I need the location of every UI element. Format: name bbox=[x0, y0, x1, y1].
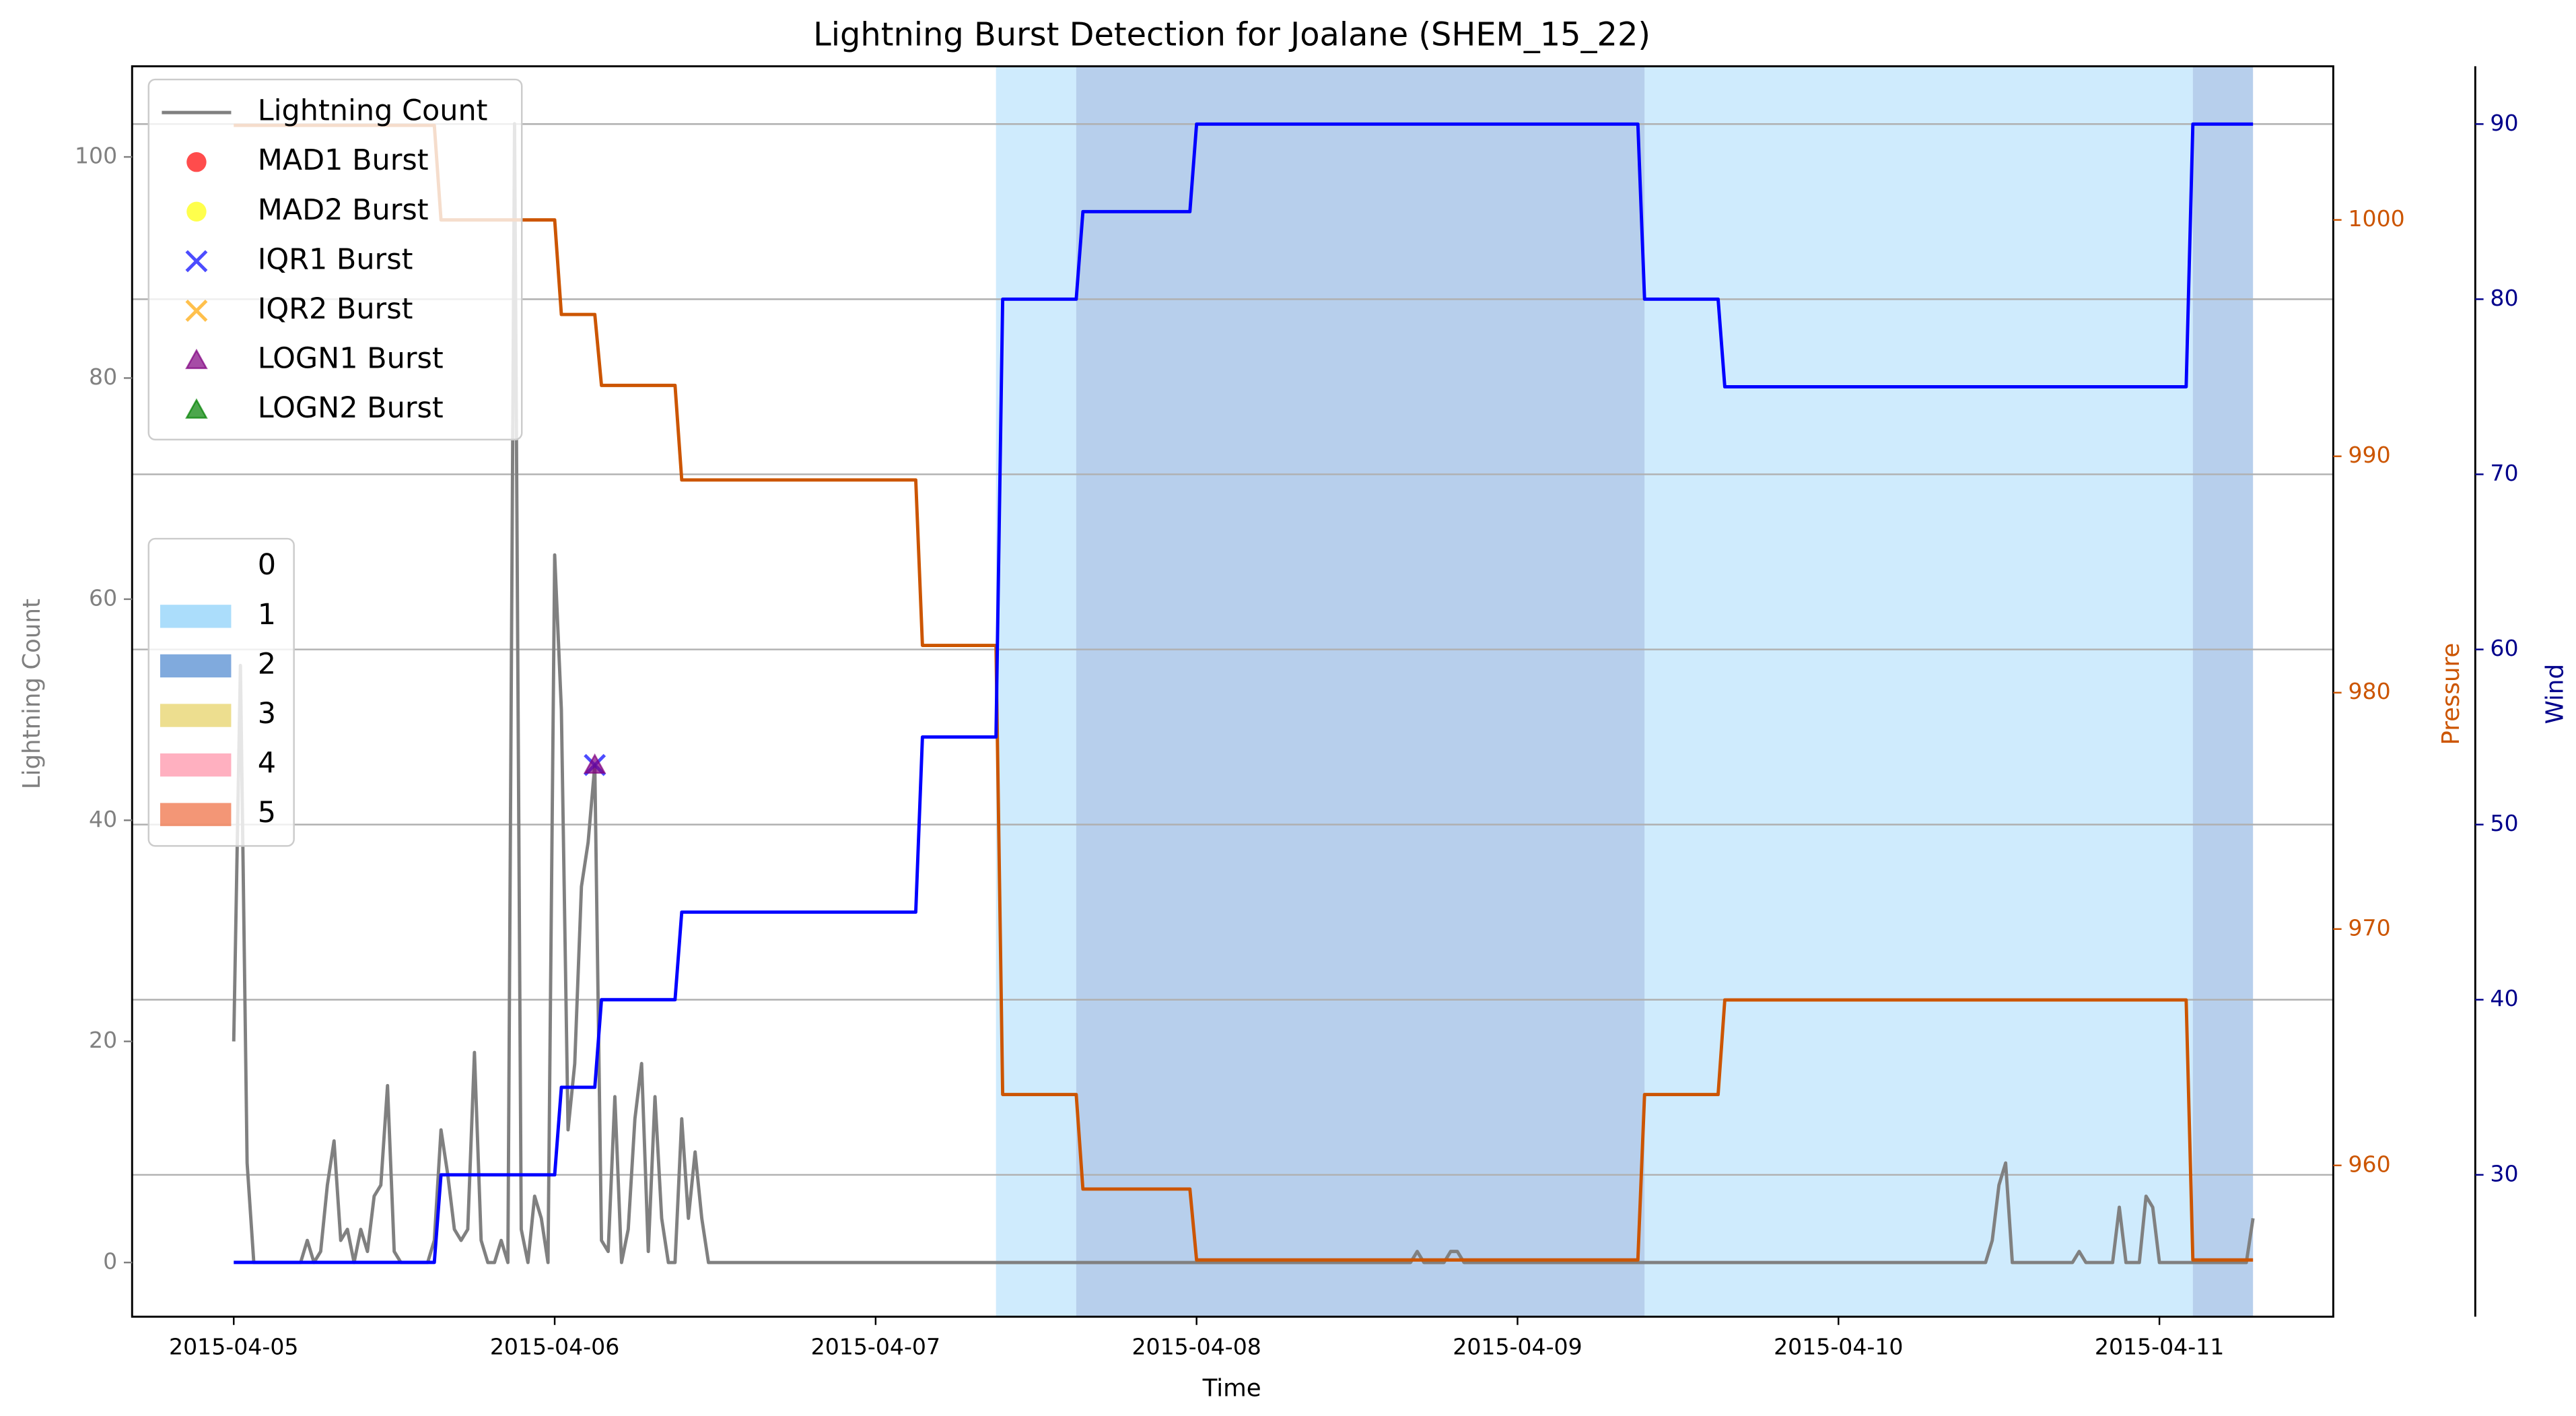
x-tick-label: 2015-04-10 bbox=[1774, 1334, 1903, 1360]
y2-tick-label: 980 bbox=[2348, 678, 2390, 704]
burst-span bbox=[1644, 66, 2193, 1317]
legend-box bbox=[147, 78, 523, 441]
line-layer bbox=[232, 122, 2255, 1265]
legend-layer: Lightning Count MAD1 Burst MAD2 Burst IQR1 … bbox=[147, 78, 523, 847]
y2-tick-label: 960 bbox=[2348, 1151, 2390, 1177]
x-tick-label: 2015-04-11 bbox=[2095, 1334, 2224, 1360]
legend-label: 1 bbox=[258, 598, 276, 632]
series-line bbox=[234, 122, 2254, 1265]
series-line bbox=[232, 122, 2255, 1265]
legend-label: MAD1 Burst bbox=[258, 143, 429, 177]
y3-tick-label: 70 bbox=[2490, 460, 2518, 486]
series-line bbox=[234, 123, 2254, 1262]
x-axis-label: Time bbox=[1202, 1374, 1261, 1402]
legend-swatch bbox=[160, 704, 232, 727]
y3-tick-label: 80 bbox=[2490, 285, 2518, 311]
legend-label: 2 bbox=[258, 647, 276, 681]
x-tick-label: 2015-04-05 bbox=[169, 1334, 298, 1360]
legend-swatch bbox=[160, 803, 232, 826]
y-tick-label: 40 bbox=[89, 806, 117, 832]
legend-label: LOGN2 Burst bbox=[258, 391, 444, 425]
y3-tick-label: 30 bbox=[2490, 1160, 2518, 1186]
y-tick-label: 0 bbox=[103, 1248, 117, 1275]
legend-label: 0 bbox=[258, 548, 276, 582]
legend-swatch bbox=[160, 753, 232, 777]
burst-marker bbox=[186, 151, 207, 172]
burst-span bbox=[1076, 66, 1645, 1317]
legend-label: 4 bbox=[258, 747, 276, 780]
legend-label: 5 bbox=[258, 796, 276, 830]
legend-label: IQR2 Burst bbox=[258, 292, 413, 326]
y-tick-label: 20 bbox=[89, 1027, 117, 1053]
x-tick-label: 2015-04-09 bbox=[1453, 1334, 1582, 1360]
y2-axis-label: Pressure bbox=[2437, 643, 2465, 745]
chart-title: Lightning Burst Detection for Joalane (S… bbox=[813, 16, 1650, 53]
legend-label: LOGN1 Burst bbox=[258, 342, 444, 376]
span-layer bbox=[996, 66, 2254, 1317]
burst-span bbox=[996, 66, 1076, 1317]
legend-label: MAD2 Burst bbox=[258, 193, 429, 227]
burst-marker bbox=[583, 753, 606, 774]
plot-frame bbox=[131, 65, 2334, 1318]
y2-tick-label: 1000 bbox=[2348, 205, 2404, 232]
y3-tick-label: 40 bbox=[2490, 985, 2518, 1011]
y2-tick-label: 970 bbox=[2348, 914, 2390, 941]
y3-tick-label: 90 bbox=[2490, 110, 2518, 136]
legend-label: Lightning Count bbox=[258, 94, 488, 128]
y-axis-label: Lightning Count bbox=[18, 599, 46, 789]
y-tick-label: 60 bbox=[89, 584, 117, 611]
y-tick-label: 100 bbox=[75, 143, 117, 169]
y-tick-label: 80 bbox=[89, 364, 117, 390]
y3-tick-label: 60 bbox=[2490, 635, 2518, 661]
y2-tick-label: 990 bbox=[2348, 442, 2390, 468]
burst-marker bbox=[185, 398, 208, 419]
burst-marker bbox=[186, 201, 207, 222]
legend-label: 3 bbox=[258, 697, 276, 731]
legend-swatch bbox=[160, 605, 232, 628]
legend-swatch bbox=[160, 654, 232, 678]
y3-axis-label: Wind bbox=[2542, 664, 2569, 724]
y3-tick-label: 50 bbox=[2490, 810, 2518, 836]
axis-layer: 2015-04-05 2015-04-06 2015-04-07 2015-04-08… bbox=[75, 65, 2519, 1360]
x-tick-label: 2015-04-06 bbox=[490, 1334, 619, 1360]
x-tick-label: 2015-04-07 bbox=[811, 1334, 940, 1360]
burst-marker bbox=[185, 250, 208, 273]
legend-label: IQR1 Burst bbox=[258, 242, 413, 276]
x-tick-label: 2015-04-08 bbox=[1132, 1334, 1261, 1360]
burst-marker bbox=[185, 300, 208, 322]
burst-span bbox=[2192, 66, 2254, 1317]
burst-marker bbox=[185, 348, 208, 370]
